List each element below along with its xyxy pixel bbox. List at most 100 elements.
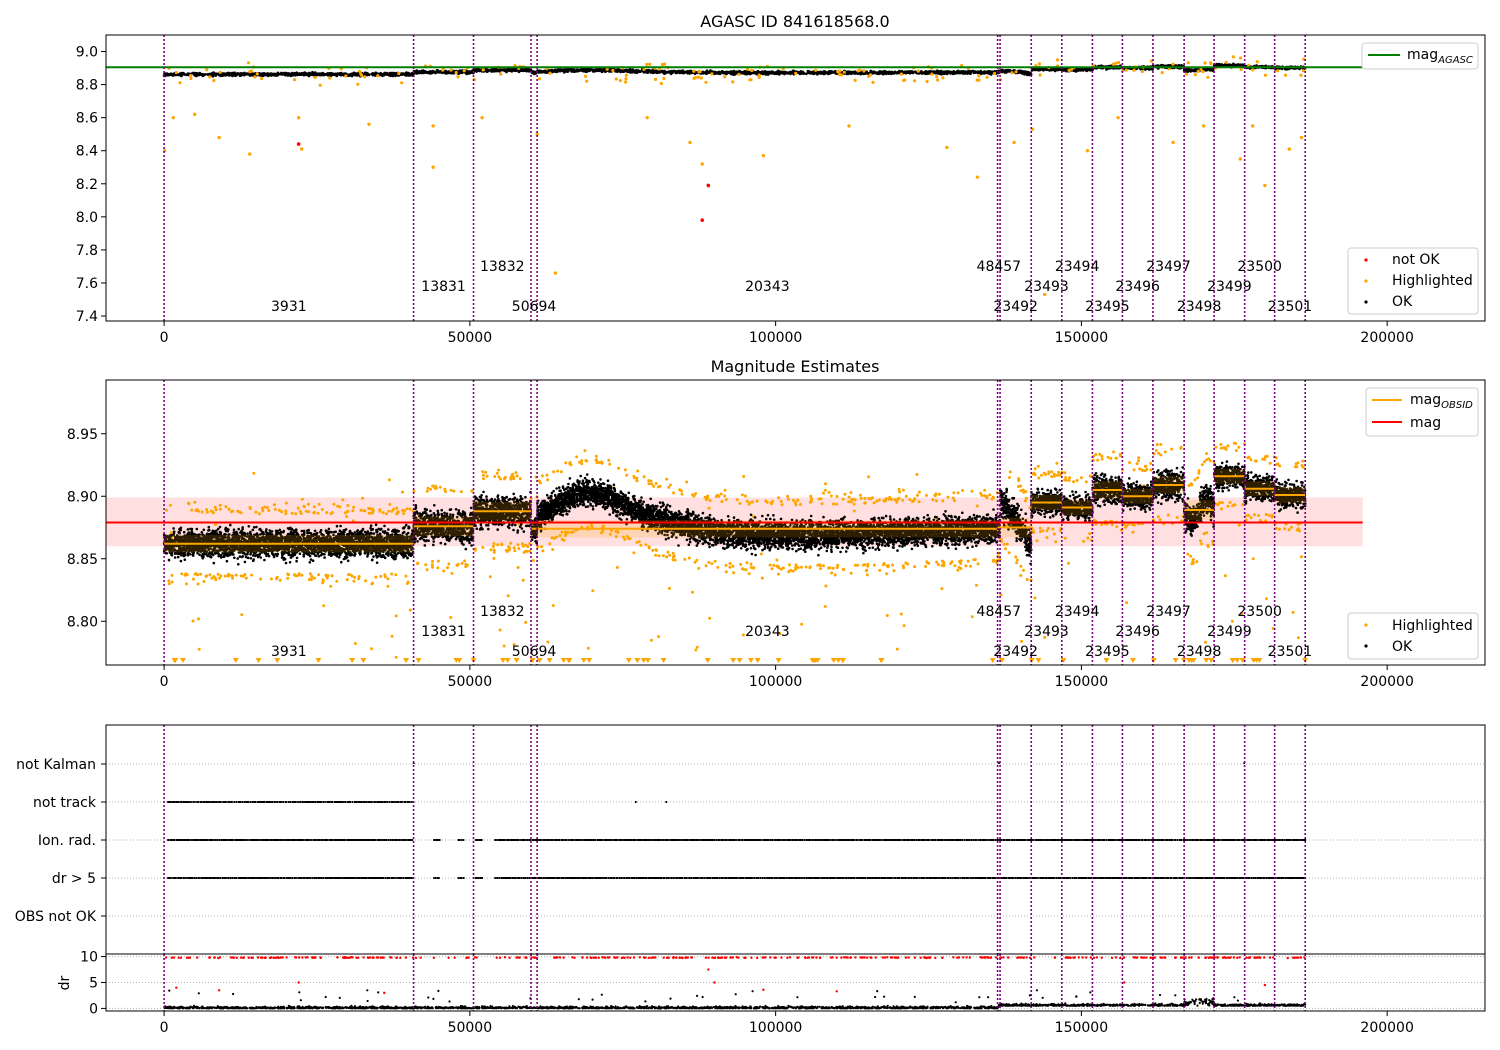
ok-point <box>520 68 524 72</box>
ok-point <box>635 69 639 73</box>
highlighted-point <box>548 71 552 75</box>
highlighted-point <box>367 511 371 515</box>
highlighted-point <box>680 492 684 496</box>
highlighted-point <box>1276 462 1280 466</box>
highlighted-point <box>1137 459 1140 463</box>
not-ok-point <box>296 142 301 146</box>
ok-point <box>562 68 565 72</box>
highlighted-point <box>835 495 839 498</box>
highlighted-point <box>1190 483 1194 487</box>
highlighted-point <box>985 494 989 498</box>
highlighted-point <box>891 563 894 567</box>
ok-point <box>309 72 313 76</box>
highlighted-point <box>304 509 308 513</box>
highlighted-point <box>1025 578 1029 581</box>
highlighted-point <box>374 575 378 579</box>
agasc-obsid-label: 23497 <box>1146 259 1191 275</box>
highlighted-point <box>231 509 235 513</box>
highlighted-point <box>1203 460 1206 464</box>
ok-point <box>681 69 685 73</box>
agasc-frame <box>105 34 1486 322</box>
ok-point <box>276 71 280 75</box>
highlighted-point <box>1220 501 1224 505</box>
highlighted-point <box>400 81 404 85</box>
highlighted-point <box>1267 513 1271 517</box>
agasc-xtick-label: 0 <box>160 330 169 346</box>
ok-point <box>1079 68 1082 72</box>
highlighted-point <box>704 564 708 568</box>
highlighted-point <box>392 507 396 511</box>
highlighted-point <box>1037 62 1042 66</box>
highlighted-point <box>404 574 408 578</box>
highlighted-point <box>1132 68 1136 72</box>
ok-point <box>911 71 915 75</box>
highlighted-point <box>642 475 646 479</box>
highlighted-point <box>819 567 823 571</box>
highlighted-point <box>804 565 808 569</box>
highlighted-point <box>1052 472 1056 476</box>
ok-point <box>988 71 992 75</box>
highlighted-point <box>320 508 324 511</box>
highlighted-point <box>822 564 825 568</box>
highlighted-point <box>463 559 467 563</box>
ok-point <box>967 71 971 75</box>
highlighted-point <box>1040 473 1043 477</box>
highlighted-point <box>189 74 193 78</box>
highlighted-point <box>1019 484 1023 488</box>
highlighted-point <box>556 469 560 473</box>
highlighted-point <box>551 548 555 551</box>
highlighted-point <box>538 481 542 485</box>
ok-point <box>165 72 169 76</box>
highlighted-point <box>953 564 957 568</box>
highlighted-point <box>843 492 847 496</box>
highlighted-point <box>1019 564 1023 568</box>
ok-point <box>1022 70 1026 74</box>
ok-point <box>578 69 582 72</box>
highlighted-point <box>970 615 974 619</box>
highlighted-point <box>1019 489 1023 493</box>
highlighted-point <box>839 73 844 77</box>
highlighted-point <box>925 561 929 564</box>
highlighted-point <box>241 574 245 578</box>
highlighted-point <box>275 575 279 579</box>
ok-point <box>952 71 956 74</box>
highlighted-point <box>336 504 340 508</box>
highlighted-point <box>502 477 506 481</box>
highlighted-point <box>214 578 218 582</box>
highlighted-point <box>1219 443 1223 446</box>
highlighted-point <box>492 548 496 552</box>
ok-point <box>897 69 901 73</box>
highlighted-point <box>294 574 298 578</box>
highlighted-point <box>284 512 288 516</box>
ok-point <box>741 71 745 74</box>
highlighted-point <box>553 271 558 275</box>
highlighted-point <box>202 580 206 583</box>
highlighted-point <box>673 558 677 562</box>
highlighted-point <box>1014 555 1018 559</box>
highlighted-point <box>745 499 749 503</box>
highlighted-point <box>988 493 992 497</box>
ok-point <box>639 70 642 73</box>
ok-point <box>908 71 912 75</box>
highlighted-point <box>859 496 863 500</box>
ok-point <box>403 73 407 77</box>
highlighted-point <box>540 474 544 478</box>
highlighted-point <box>170 573 174 577</box>
ok-point <box>755 71 758 75</box>
not-ok-point <box>706 183 711 188</box>
highlighted-point <box>495 471 499 475</box>
ok-point <box>1019 71 1023 74</box>
highlighted-point <box>459 490 463 494</box>
highlighted-point <box>481 68 485 72</box>
highlighted-point <box>1219 446 1223 450</box>
highlighted-point <box>796 498 800 502</box>
highlighted-point <box>798 502 802 506</box>
highlighted-point <box>823 488 827 492</box>
highlighted-point <box>668 483 672 487</box>
ok-point <box>527 68 531 72</box>
highlighted-point <box>509 541 513 545</box>
highlighted-point <box>195 508 199 512</box>
highlighted-point <box>454 70 458 75</box>
highlighted-point <box>193 500 197 504</box>
highlighted-point <box>1263 455 1267 459</box>
